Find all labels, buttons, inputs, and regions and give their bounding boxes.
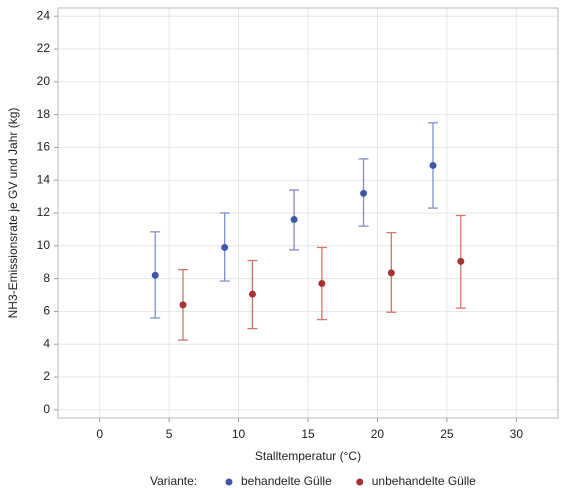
point: [360, 189, 368, 197]
x-tick-label: 25: [440, 427, 454, 441]
y-tick-label: 14: [37, 172, 51, 186]
y-tick-label: 6: [43, 304, 50, 318]
y-tick-label: 22: [37, 41, 51, 55]
y-tick-label: 8: [43, 271, 50, 285]
y-tick-label: 4: [43, 336, 50, 350]
legend-label: behandelte Gülle: [241, 474, 332, 488]
point: [248, 290, 256, 298]
legend-marker: [225, 478, 233, 486]
point: [387, 269, 395, 277]
x-axis-label: Stalltemperatur (°C): [255, 449, 361, 463]
y-tick-label: 10: [37, 238, 51, 252]
y-tick-label: 12: [37, 205, 51, 219]
point: [151, 271, 159, 279]
y-tick-label: 24: [37, 8, 51, 22]
x-tick-label: 30: [510, 427, 524, 441]
legend-marker: [356, 478, 364, 486]
x-tick-label: 0: [96, 427, 103, 441]
point: [429, 161, 437, 169]
y-tick-label: 16: [37, 140, 51, 154]
y-tick-label: 20: [37, 74, 51, 88]
legend-title: Variante:: [150, 474, 197, 488]
point: [318, 280, 326, 288]
x-tick-label: 10: [232, 427, 246, 441]
y-tick-label: 0: [43, 402, 50, 416]
y-axis-label: NH3-Emissionsrate je GV und Jahr (kg): [6, 108, 20, 319]
point: [221, 243, 229, 251]
x-tick-label: 15: [301, 427, 315, 441]
y-tick-label: 18: [37, 107, 51, 121]
plot-frame: [57, 7, 559, 419]
y-tick-label: 2: [43, 369, 50, 383]
point: [179, 301, 187, 309]
point: [290, 216, 298, 224]
x-tick-label: 20: [371, 427, 385, 441]
legend-label: unbehandelte Gülle: [372, 474, 476, 488]
point: [457, 257, 465, 265]
x-tick-label: 5: [166, 427, 173, 441]
